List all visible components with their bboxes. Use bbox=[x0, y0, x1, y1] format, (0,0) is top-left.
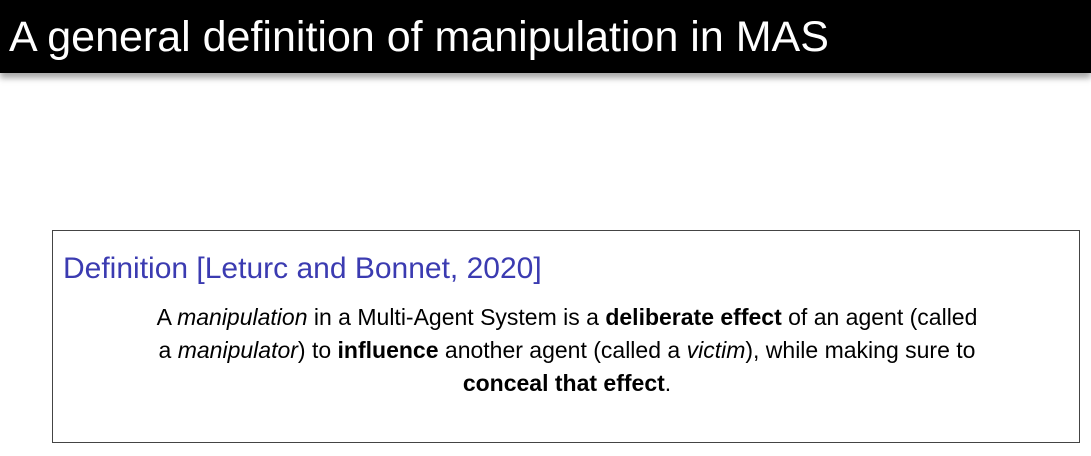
text-fragment: ) to bbox=[297, 337, 338, 363]
text-fragment: ), while making sure to bbox=[745, 337, 976, 363]
text-fragment: a bbox=[158, 337, 178, 363]
definition-body: A manipulation in a Multi-Agent System i… bbox=[63, 301, 1071, 400]
term-victim: victim bbox=[686, 337, 746, 363]
definition-line-1: A manipulation in a Multi-Agent System i… bbox=[63, 301, 1071, 334]
term-influence: influence bbox=[337, 337, 439, 363]
definition-block: Definition [Leturc and Bonnet, 2020] A m… bbox=[52, 230, 1080, 443]
title-bar: A general definition of manipulation in … bbox=[0, 0, 1091, 73]
definition-line-3: conceal that effect. bbox=[63, 367, 1071, 400]
slide-title: A general definition of manipulation in … bbox=[9, 13, 829, 61]
term-manipulator: manipulator bbox=[177, 337, 298, 363]
definition-heading: Definition [Leturc and Bonnet, 2020] bbox=[63, 252, 542, 285]
term-deliberate-effect: deliberate effect bbox=[605, 304, 782, 330]
definition-line-2: a manipulator) to influence another agen… bbox=[63, 334, 1071, 367]
term-manipulation: manipulation bbox=[177, 304, 308, 330]
text-fragment: A bbox=[156, 304, 178, 330]
text-fragment: of an agent (called bbox=[781, 304, 978, 330]
text-fragment: . bbox=[664, 370, 672, 396]
text-fragment: another agent (called a bbox=[438, 337, 687, 363]
term-conceal-that-effect: conceal that effect bbox=[462, 370, 665, 396]
text-fragment: in a Multi-Agent System is a bbox=[307, 304, 606, 330]
